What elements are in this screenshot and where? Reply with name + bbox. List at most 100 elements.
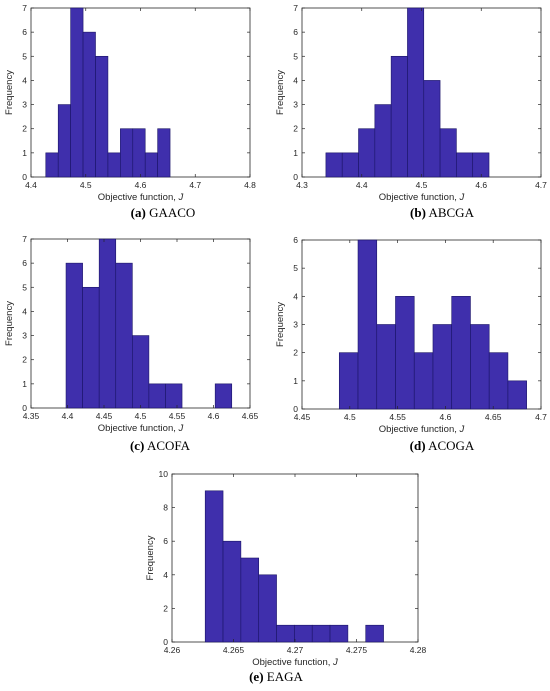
x-tick-label-a-4: 4.8 [244, 180, 256, 190]
y-tick-label-d-0: 0 [293, 404, 298, 414]
histogram-b-bar-7 [423, 80, 441, 178]
histogram-b-bar-10 [472, 152, 490, 178]
y-tick-label-c-4: 4 [22, 306, 27, 316]
caption-a: (a) GAACO [88, 205, 238, 221]
histogram-a-bar-7 [120, 128, 134, 178]
caption-a-name: GAACO [149, 205, 196, 220]
caption-b: (b) ABCGA [367, 205, 517, 221]
caption-d-name: ACOGA [428, 438, 475, 453]
y-tick-label-c-0: 0 [22, 403, 27, 413]
y-tick-label-d-1: 1 [293, 376, 298, 386]
y-axis-title-d: Frequency [275, 302, 286, 347]
histogram-c-bar-2 [82, 286, 100, 409]
y-tick-label-e-1: 2 [163, 603, 168, 613]
y-tick-label-c-3: 3 [22, 331, 27, 341]
x-tick-label-b-2: 4.5 [416, 180, 428, 190]
histogram-b-bar-2 [341, 152, 359, 178]
x-tick-label-b-1: 4.4 [356, 180, 368, 190]
histogram-a-bar-9 [144, 152, 158, 178]
histogram-a-bar-3 [70, 7, 84, 178]
x-tick-label-d-4: 4.65 [485, 412, 502, 422]
histogram-panel-c: 4.35 4.4 4.45 4.5 4.55 4.6 4.65 0 1 2 3 4 5 6 7 Objecti… [0, 232, 275, 464]
histogram-a-bar-5 [95, 55, 109, 178]
histogram-a-bar-8 [132, 128, 146, 178]
x-tick-label-a-0: 4.4 [25, 180, 37, 190]
y-tick-label-c-5: 5 [22, 282, 27, 292]
x-tick-label-a-3: 4.7 [189, 180, 201, 190]
y-tick-label-a-1: 1 [22, 148, 27, 158]
x-tick-label-d-2: 4.55 [389, 412, 406, 422]
x-axis-title-b: Objective function, J [379, 192, 465, 203]
x-tick-label-b-4: 4.7 [535, 180, 547, 190]
histogram-b-bar-6 [407, 7, 425, 178]
caption-a-letter: (a) [130, 205, 146, 220]
histogram-e-bar-1 [204, 490, 224, 643]
histogram-b-plot: 4.3 4.4 4.5 4.6 4.7 0 1 2 3 4 5 6 7 Objective functio… [275, 3, 547, 203]
x-tick-label-c-1: 4.4 [62, 411, 74, 421]
y-tick-label-d-5: 5 [293, 263, 298, 273]
x-tick-label-c-4: 4.55 [169, 411, 186, 421]
caption-c-name: ACOFA [146, 438, 191, 453]
histogram-d-plot: 4.45 4.5 4.55 4.6 4.65 4.7 0 1 2 3 4 5 6 Objective fu… [275, 235, 547, 435]
histogram-d-bar-5 [413, 352, 434, 410]
histogram-a-bar-2 [57, 104, 71, 178]
histogram-a-bar-6 [107, 152, 121, 178]
x-tick-label-e-3: 4.275 [346, 645, 368, 655]
histogram-e-bar-4 [258, 574, 277, 643]
x-axis-title-d: Objective function, J [379, 424, 465, 435]
y-tick-label-a-0: 0 [22, 172, 27, 182]
x-tick-label-e-4: 4.28 [410, 645, 427, 655]
caption-d: (d) ACOGA [367, 438, 517, 454]
x-tick-label-e-1: 4.265 [223, 645, 245, 655]
y-tick-label-a-4: 4 [22, 75, 27, 85]
histogram-a-bar-1 [45, 152, 59, 178]
histogram-c-bar-5 [132, 335, 150, 409]
histogram-e-bar-6 [294, 624, 313, 643]
y-axis-title-a: Frequency [4, 70, 15, 115]
y-tick-label-b-6: 6 [293, 27, 298, 37]
histogram-b-bar-4 [374, 104, 392, 178]
x-tick-label-e-2: 4.27 [287, 645, 304, 655]
y-tick-label-d-3: 3 [293, 320, 298, 330]
histogram-a-plot: 4.4 4.5 4.6 4.7 4.8 0 1 2 3 4 5 6 7 Objective functio… [4, 3, 256, 203]
histogram-d-bar-6 [432, 324, 453, 410]
x-axis-title-a: Objective function, J [98, 192, 184, 203]
y-tick-label-a-5: 5 [22, 51, 27, 61]
x-tick-label-e-0: 4.26 [164, 645, 181, 655]
y-tick-label-d-6: 6 [293, 235, 298, 245]
histogram-d-bar-1 [338, 352, 359, 410]
caption-b-name: ABCGA [428, 205, 474, 220]
caption-e-letter: (e) [249, 669, 264, 684]
x-tick-label-a-2: 4.6 [135, 180, 147, 190]
y-axis-title-b: Frequency [275, 70, 286, 115]
x-axis-title-e: Objective function, J [252, 657, 338, 668]
caption-e-name: EAGA [266, 669, 303, 684]
histogram-e-plot: 4.26 4.265 4.27 4.275 4.28 0 2 4 6 8 10 Objective f… [145, 469, 427, 668]
caption-c-letter: (c) [129, 438, 145, 453]
histogram-b-bar-9 [456, 152, 474, 178]
histogram-d-bar-3 [376, 324, 396, 410]
histogram-e-bar-2 [222, 540, 242, 643]
y-axis-title-e: Frequency [145, 535, 156, 580]
histogram-c-plot: 4.35 4.4 4.45 4.5 4.55 4.6 4.65 0 1 2 3 4 5 6 7 Objecti… [4, 234, 259, 434]
y-tick-label-b-7: 7 [293, 3, 298, 13]
x-tick-label-c-6: 4.65 [242, 411, 259, 421]
y-tick-label-b-0: 0 [293, 172, 298, 182]
x-tick-label-d-1: 4.5 [344, 412, 356, 422]
histogram-e-bar-10 [365, 624, 384, 643]
y-tick-label-c-7: 7 [22, 234, 27, 244]
histogram-b-bar-8 [439, 128, 457, 178]
x-tick-label-d-5: 4.7 [535, 412, 547, 422]
caption-c: (c) ACOFA [85, 438, 235, 454]
histogram-b-bar-1 [325, 152, 343, 178]
y-tick-label-a-2: 2 [22, 124, 27, 134]
x-tick-label-a-1: 4.5 [80, 180, 92, 190]
histogram-e-bar-5 [276, 624, 295, 643]
histogram-e-bar-7 [311, 624, 331, 643]
y-tick-label-e-5: 10 [159, 469, 169, 479]
histogram-d-bar-4 [395, 296, 415, 410]
histogram-d-bar-10 [507, 380, 527, 410]
caption-e: (e) EAGA [201, 669, 351, 685]
y-tick-label-a-3: 3 [22, 100, 27, 110]
y-tick-label-e-4: 8 [163, 503, 168, 513]
